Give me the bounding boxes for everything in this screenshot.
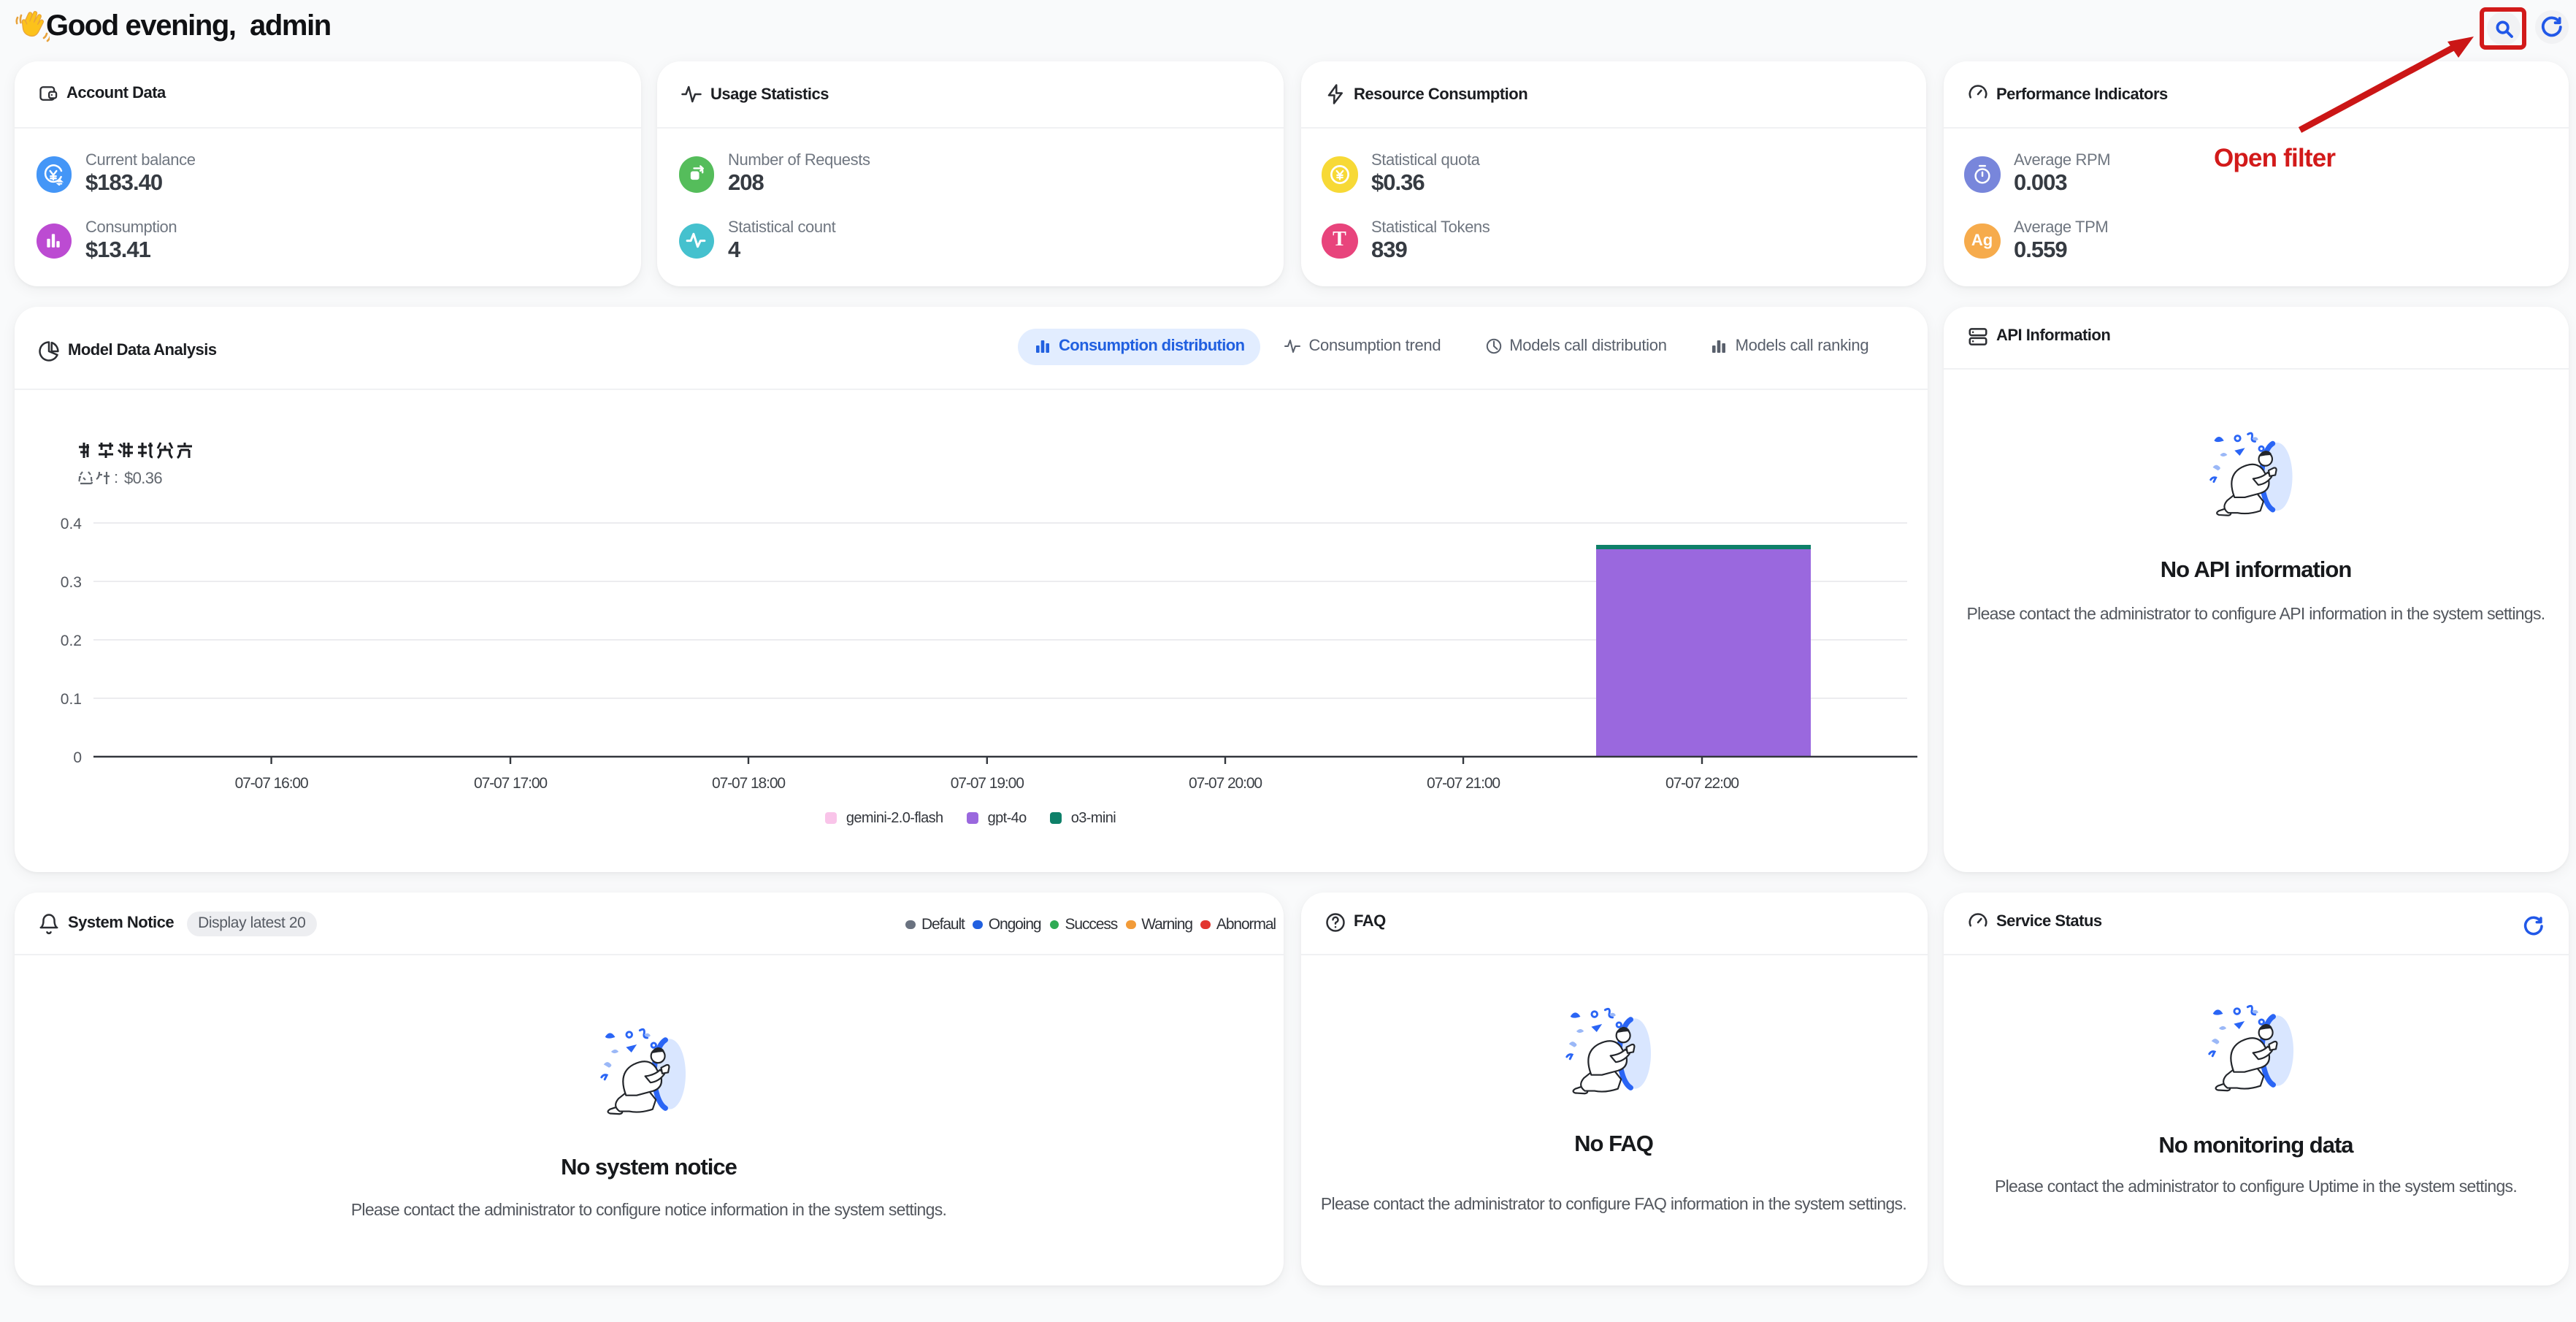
svg-text:07-07 22:00: 07-07 22:00 — [1665, 775, 1739, 792]
svg-text:07-07 20:00: 07-07 20:00 — [1189, 775, 1262, 792]
svg-text:0.1: 0.1 — [61, 691, 82, 708]
svg-text:07-07 21:00: 07-07 21:00 — [1427, 775, 1500, 792]
svg-text:07-07 16:00: 07-07 16:00 — [235, 775, 308, 792]
svg-text:0.4: 0.4 — [61, 516, 83, 532]
svg-text:0.3: 0.3 — [61, 574, 82, 591]
svg-text:07-07 19:00: 07-07 19:00 — [951, 775, 1024, 792]
svg-text:0: 0 — [73, 749, 82, 766]
svg-text:07-07 18:00: 07-07 18:00 — [712, 775, 785, 792]
svg-text:$0.36: $0.36 — [124, 469, 162, 487]
svg-text:07-07 17:00: 07-07 17:00 — [474, 775, 547, 792]
svg-text::: : — [114, 468, 118, 486]
svg-text:0.2: 0.2 — [61, 633, 82, 649]
